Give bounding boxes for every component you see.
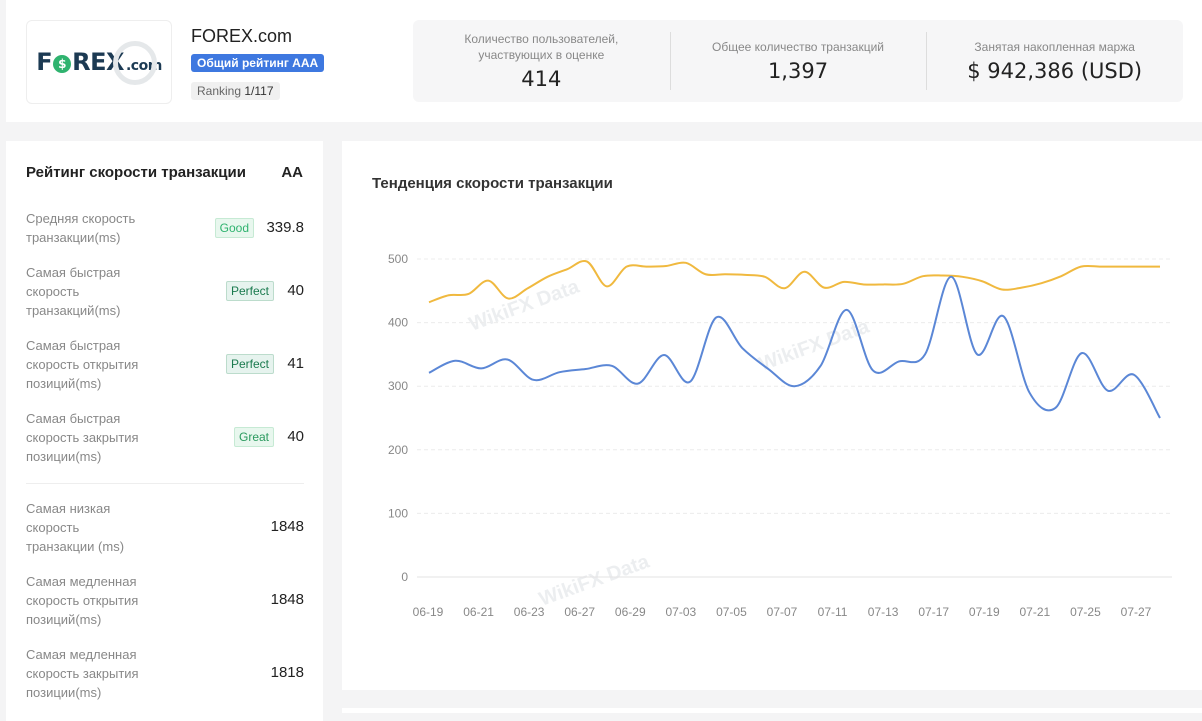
broker-logo[interactable]: F $ REX .com (26, 20, 172, 104)
metric-name: Самая медленная скорость открытия позици… (26, 574, 139, 627)
metric-tag: Good (214, 218, 254, 238)
watermark-text: WikiFX Data (536, 550, 653, 610)
stat-label: Общее количество транзакций (712, 40, 884, 54)
metric-value: 40 (287, 428, 304, 445)
stats-bar: Количество пользователей, участвующих в … (413, 20, 1183, 102)
x-tick-label: 07-11 (818, 605, 848, 619)
series-line (428, 275, 1161, 419)
metric-row: Самая быстрая скорость транзакций(ms) Pe… (26, 263, 304, 320)
stat-transactions: Общее количество транзакций 1,397 (669, 20, 927, 102)
speed-rating-panel: Рейтинг скорости транзакции AA Средняя с… (6, 141, 323, 721)
stat-label: Занятая накопленная маржа (974, 40, 1135, 54)
stat-value: 1,397 (767, 59, 829, 83)
metric-name: Средняя скорость транзакции(ms) (26, 211, 136, 245)
metric-value: 41 (287, 355, 304, 372)
panel-grade: AA (281, 164, 303, 181)
x-tick-label: 07-05 (716, 605, 747, 619)
y-tick-label: 300 (388, 379, 408, 393)
metric-tag: Great (233, 427, 274, 447)
x-tick-label: 06-19 (413, 605, 444, 619)
stat-margin: Занятая накопленная маржа $ 942,386 (USD… (926, 20, 1183, 102)
metric-value: 40 (287, 282, 304, 299)
x-tick-label: 07-17 (918, 605, 949, 619)
ranking-badge: Ranking 1/117 (191, 82, 280, 100)
metric-value: 339.8 (266, 219, 304, 236)
x-tick-label: 07-03 (666, 605, 697, 619)
next-panel-edge (342, 708, 1202, 713)
stat-value: 414 (521, 67, 562, 91)
metric-tag: Perfect (225, 354, 274, 374)
y-tick-label: 400 (388, 316, 408, 330)
metric-row: Самая медленная скорость открытия позици… (26, 572, 304, 629)
y-tick-label: 200 (388, 443, 408, 457)
metric-name: Самая быстрая скорость транзакций(ms) (26, 265, 121, 318)
metric-row: Самая быстрая скорость открытия позиций(… (26, 336, 304, 393)
y-tick-label: 500 (388, 252, 408, 266)
watermark-text: WikiFX Data (466, 275, 583, 335)
x-tick-label: 06-29 (615, 605, 646, 619)
broker-name[interactable]: FOREX.com (191, 26, 293, 46)
metric-row: Самая низкая скорость транзакции (ms) 18… (26, 499, 304, 556)
metric-row: Самая медленная скорость закрытия позици… (26, 645, 304, 702)
metric-value: 1848 (270, 591, 304, 608)
x-tick-label: 06-27 (564, 605, 595, 619)
y-tick-label: 0 (401, 570, 408, 584)
metric-name: Самая низкая скорость транзакции (ms) (26, 501, 125, 554)
x-tick-label: 06-23 (514, 605, 545, 619)
x-tick-label: 07-07 (767, 605, 798, 619)
x-tick-label: 07-19 (969, 605, 1000, 619)
stat-label: Количество пользователей, участвующих в … (464, 32, 619, 62)
section-divider (26, 483, 304, 484)
ranking-label: Ranking (197, 84, 242, 98)
broker-header: F $ REX .com FOREX.com Общий рейтинг AAA Ra… (6, 0, 1202, 122)
metric-row: Средняя скорость транзакции(ms) Good 339… (26, 209, 304, 247)
stat-users: Количество пользователей, участвующих в … (413, 20, 670, 102)
x-tick-label: 07-13 (868, 605, 899, 619)
x-tick-label: 07-27 (1121, 605, 1152, 619)
y-tick-label: 100 (388, 506, 408, 520)
stat-value: $ 942,386 (USD) (967, 59, 1143, 83)
metric-name: Самая быстрая скорость открытия позиций(… (26, 338, 139, 391)
chart-title: Тенденция скорости транзакции (372, 175, 613, 192)
panel-title: Рейтинг скорости транзакции (26, 164, 246, 181)
x-tick-label: 06-21 (463, 605, 494, 619)
series-line (428, 259, 1160, 304)
speed-trend-panel: Тенденция скорости транзакции WikiFX Dat… (342, 141, 1202, 690)
x-tick-label: 07-21 (1020, 605, 1051, 619)
metric-tag: Perfect (225, 281, 274, 301)
metric-name: Самая быстрая скорость закрытия позиции(… (26, 411, 139, 464)
x-tick-label: 07-25 (1070, 605, 1101, 619)
metric-row: Самая быстрая скорость закрытия позиции(… (26, 409, 304, 466)
overall-rating-badge: Общий рейтинг AAA (191, 54, 325, 72)
metric-name: Самая медленная скорость закрытия позици… (26, 647, 139, 700)
logo-watermark-icon (113, 41, 157, 85)
metric-value: 1818 (270, 664, 304, 681)
metric-value: 1848 (270, 518, 304, 535)
ranking-value: 1/117 (244, 84, 274, 98)
